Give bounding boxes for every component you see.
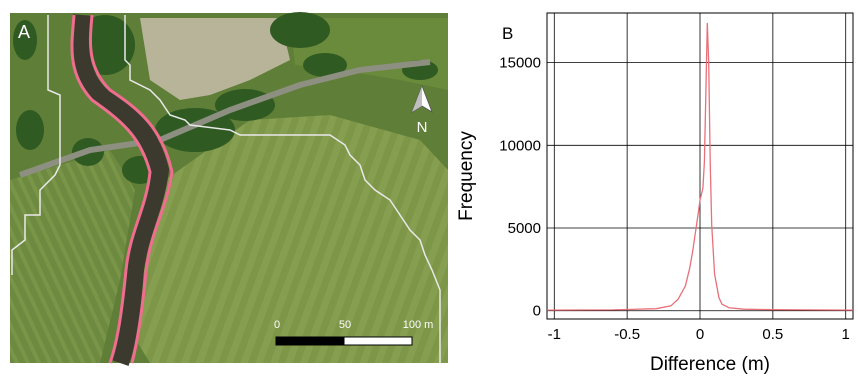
scale-tick-0: 0 [274, 319, 280, 331]
north-arrow-icon [411, 84, 433, 113]
aerial-map: A N 0 50 100 m [10, 12, 448, 366]
scale-tick-100: 100 m [403, 319, 434, 331]
north-label: N [417, 119, 428, 136]
difference-histogram: -1 -0.5 0 0.5 1 0 5000 10000 15000 B Difference… [456, 12, 854, 375]
river-channel [71, 14, 170, 366]
histogram-panel: -1 -0.5 0 0.5 1 0 5000 10000 15000 B Difference… [452, 0, 858, 376]
x-tick-label: 0 [696, 326, 704, 343]
x-tick-label: -1 [548, 326, 561, 343]
pale-field [140, 18, 290, 100]
panel-label-a: A [18, 22, 30, 42]
y-tick-label: 10000 [499, 137, 541, 154]
river-outline-left [70, 14, 152, 364]
y-tick-label: 5000 [508, 220, 541, 237]
river-outline-right [88, 14, 174, 364]
x-axis-label: Difference (m) [650, 354, 770, 375]
x-tick-label: 0.5 [762, 326, 783, 343]
field-west [10, 150, 135, 363]
x-tick-label: 1 [842, 326, 850, 343]
frequency-series-line [546, 22, 854, 311]
plot-frame [546, 12, 854, 320]
boundary-lines [11, 15, 441, 363]
scale-bar [275, 336, 413, 346]
aerial-map-panel: A N 0 50 100 m [10, 12, 448, 366]
road [18, 59, 431, 178]
scale-tick-50: 50 [339, 319, 351, 331]
chart-grid [547, 13, 853, 319]
y-tick-label: 0 [533, 303, 541, 320]
field-east [130, 115, 448, 363]
x-tick-label: -0.5 [614, 326, 640, 343]
y-tick-label: 15000 [499, 55, 541, 72]
panel-label-b: B [502, 24, 513, 43]
y-axis-label: Frequency [456, 131, 477, 221]
